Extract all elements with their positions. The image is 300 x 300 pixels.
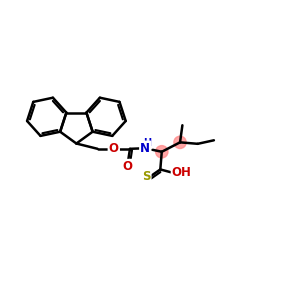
Text: O: O xyxy=(123,160,133,173)
Circle shape xyxy=(174,136,186,148)
Text: O: O xyxy=(109,142,119,155)
Circle shape xyxy=(156,146,168,158)
Text: S: S xyxy=(142,170,150,183)
Text: N: N xyxy=(140,142,150,155)
Text: H: H xyxy=(144,138,152,148)
Text: OH: OH xyxy=(172,167,192,179)
